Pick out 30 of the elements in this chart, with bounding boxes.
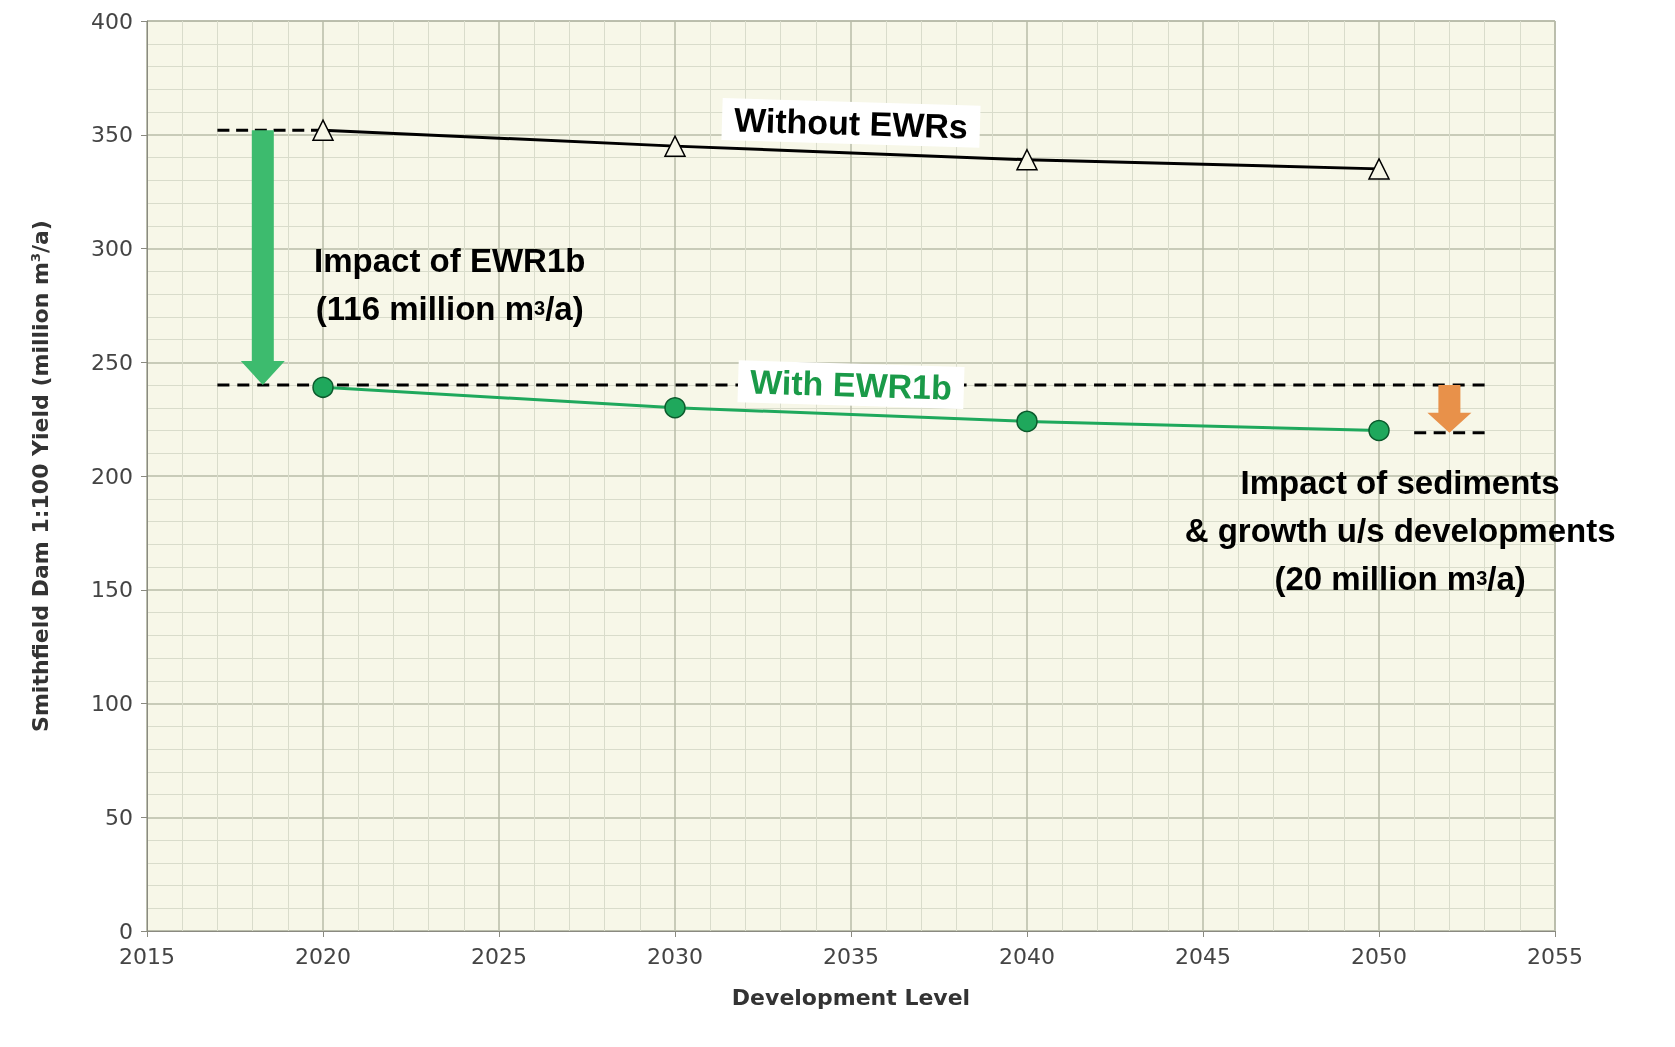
- y-tick-label: 250: [91, 349, 133, 375]
- series-label: With EWR1b: [749, 362, 953, 407]
- x-tick-label: 2050: [1351, 943, 1407, 969]
- point: [1368, 158, 1390, 180]
- y-tick-label: 50: [105, 804, 133, 830]
- x-tick-label: 2020: [295, 943, 351, 969]
- y-tick-label: 200: [91, 463, 133, 489]
- point: [312, 376, 334, 399]
- point: [312, 119, 334, 141]
- point: [1016, 149, 1038, 171]
- series-label: Without EWRs: [733, 100, 969, 146]
- y-tick-label: 300: [91, 236, 133, 261]
- x-tick-label: 2025: [471, 943, 527, 969]
- x-tick-label: 2045: [1175, 943, 1231, 969]
- x-axis-title: Development Level: [731, 984, 971, 1010]
- point: [1016, 410, 1038, 433]
- point: [1368, 419, 1390, 442]
- y-tick-label: 150: [91, 577, 133, 603]
- y-tick-label: 100: [91, 691, 133, 716]
- x-tick-label: 2030: [647, 943, 703, 969]
- y-axis-title: Smithfield Dam 1:100 Yield (million m3/a): [28, 220, 53, 732]
- x-tick-label: 2035: [823, 943, 879, 969]
- point: [664, 397, 686, 419]
- point: [664, 135, 686, 157]
- x-tick-label: 2015: [119, 943, 175, 969]
- x-tick-label: 2055: [1527, 943, 1583, 969]
- x-tick-label: 2040: [999, 943, 1055, 969]
- y-tick-label: 400: [91, 8, 133, 34]
- y-tick-label: 0: [119, 918, 133, 944]
- y-tick-label: 350: [91, 122, 133, 148]
